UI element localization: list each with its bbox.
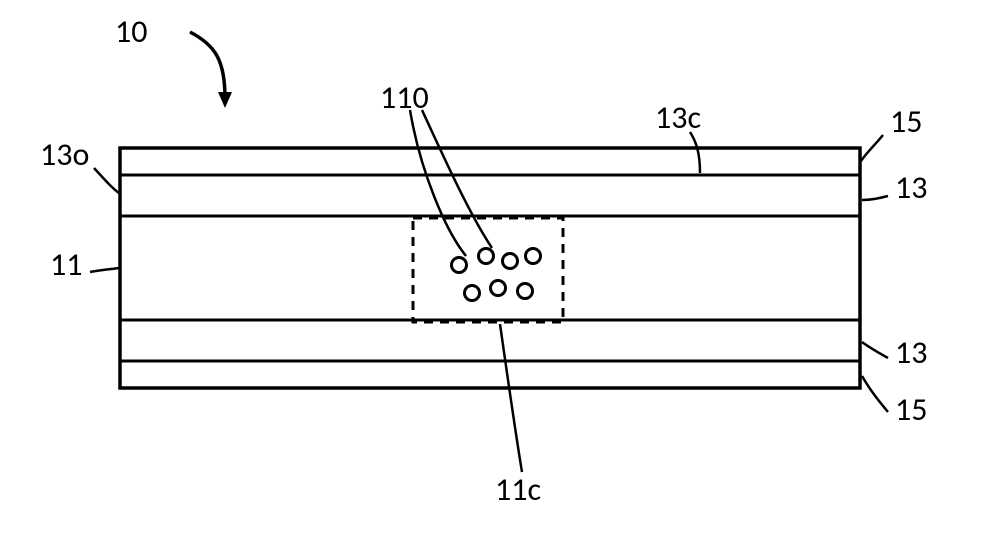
label-n13b: 13 xyxy=(895,333,927,372)
canvas-bg xyxy=(0,0,1000,542)
label-n13c: 13c xyxy=(655,98,701,137)
label-n13a: 13 xyxy=(895,168,927,207)
label-n15b: 15 xyxy=(895,390,927,429)
label-n110: 110 xyxy=(380,78,429,117)
label-n11: 11 xyxy=(50,245,82,284)
label-n13o: 13o xyxy=(40,135,89,174)
label-n15a: 15 xyxy=(890,102,922,141)
label-n10: 10 xyxy=(115,12,147,51)
label-n11c: 11c xyxy=(495,470,541,509)
